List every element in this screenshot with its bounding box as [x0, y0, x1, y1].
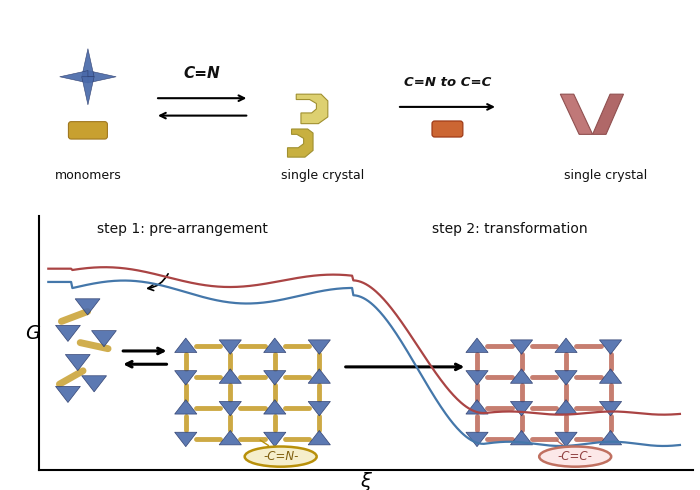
Text: C=N to C=C: C=N to C=C — [404, 75, 491, 89]
Polygon shape — [82, 376, 106, 392]
Polygon shape — [65, 355, 90, 370]
Polygon shape — [466, 432, 488, 447]
Polygon shape — [555, 338, 578, 352]
Polygon shape — [510, 369, 533, 383]
Polygon shape — [174, 338, 197, 352]
Polygon shape — [60, 71, 88, 83]
Polygon shape — [174, 370, 197, 385]
FancyBboxPatch shape — [69, 122, 107, 139]
Polygon shape — [560, 94, 593, 134]
Ellipse shape — [539, 446, 611, 466]
Polygon shape — [55, 387, 80, 402]
Polygon shape — [466, 370, 488, 385]
Polygon shape — [219, 369, 241, 383]
Polygon shape — [264, 338, 286, 352]
Text: -C=C-: -C=C- — [558, 450, 593, 463]
Polygon shape — [555, 370, 578, 385]
X-axis label: ξ: ξ — [360, 472, 371, 490]
Polygon shape — [219, 430, 241, 445]
Ellipse shape — [245, 446, 316, 466]
Polygon shape — [593, 94, 624, 134]
Text: C=N: C=N — [184, 66, 220, 81]
Text: single crystal: single crystal — [564, 170, 647, 182]
Polygon shape — [308, 401, 330, 416]
Polygon shape — [510, 340, 533, 354]
Polygon shape — [555, 400, 578, 414]
Polygon shape — [219, 340, 241, 354]
Polygon shape — [599, 369, 622, 383]
Polygon shape — [308, 430, 330, 445]
Text: step 1: pre-arrangement: step 1: pre-arrangement — [97, 222, 268, 236]
Polygon shape — [264, 370, 286, 385]
Text: step 2: transformation: step 2: transformation — [432, 222, 587, 236]
Polygon shape — [510, 430, 533, 445]
FancyBboxPatch shape — [432, 121, 463, 137]
Polygon shape — [82, 49, 94, 77]
Polygon shape — [510, 401, 533, 416]
Polygon shape — [308, 340, 330, 354]
Polygon shape — [82, 77, 94, 105]
Polygon shape — [466, 400, 488, 414]
Polygon shape — [92, 331, 116, 347]
Y-axis label: G: G — [25, 324, 41, 343]
Polygon shape — [555, 432, 578, 447]
Text: monomers: monomers — [55, 170, 121, 182]
Polygon shape — [466, 338, 488, 352]
Polygon shape — [599, 340, 622, 354]
Text: -C=N-: -C=N- — [263, 450, 298, 463]
Polygon shape — [174, 432, 197, 447]
Polygon shape — [264, 400, 286, 414]
Polygon shape — [599, 430, 622, 445]
Polygon shape — [288, 129, 313, 157]
Polygon shape — [296, 94, 328, 123]
Polygon shape — [599, 401, 622, 416]
FancyBboxPatch shape — [10, 6, 690, 214]
Text: single crystal: single crystal — [281, 170, 365, 182]
Polygon shape — [308, 369, 330, 383]
Polygon shape — [88, 71, 116, 83]
Polygon shape — [264, 432, 286, 447]
Polygon shape — [219, 401, 241, 416]
Polygon shape — [55, 325, 80, 342]
Polygon shape — [75, 299, 100, 315]
Polygon shape — [174, 400, 197, 414]
